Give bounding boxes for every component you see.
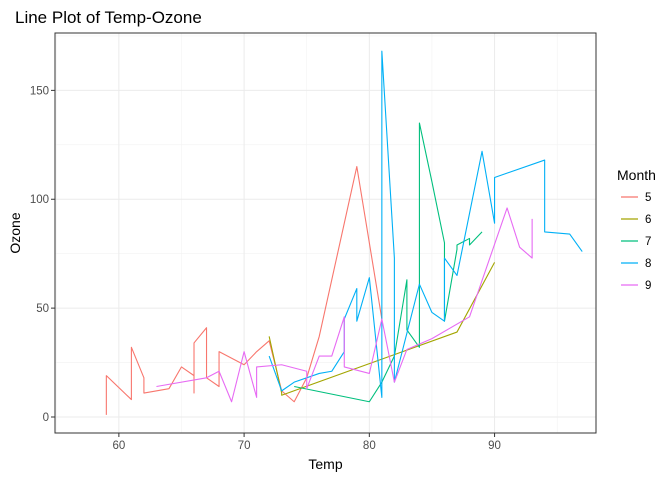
legend-item: 7 <box>621 236 651 248</box>
series-line-month-7 <box>294 122 483 403</box>
legend: Month 5 6 7 8 9 <box>617 167 656 292</box>
y-tick-label: 150 <box>30 85 49 97</box>
x-tick-label: 80 <box>363 440 376 452</box>
series-line-month-5 <box>105 166 383 415</box>
y-axis-title: Ozone <box>7 212 23 253</box>
legend-title: Month <box>617 167 656 183</box>
series-line-month-8 <box>268 50 583 398</box>
y-axis-ticks: 0 50 100 150 <box>30 85 55 424</box>
series-line-month-9 <box>156 207 533 403</box>
minor-gridlines <box>55 33 596 433</box>
series-line-month-6 <box>268 262 496 396</box>
legend-label: 5 <box>645 192 651 204</box>
y-tick-label: 100 <box>30 194 49 206</box>
plot-border <box>54 32 597 434</box>
y-tick-label: 50 <box>36 303 49 315</box>
legend-label: 6 <box>645 214 651 226</box>
legend-item: 5 <box>621 192 651 204</box>
chart-title: Line Plot of Temp-Ozone <box>15 8 202 27</box>
legend-item: 9 <box>621 280 651 292</box>
legend-item: 6 <box>621 214 651 226</box>
x-axis-ticks: 60 70 80 90 <box>112 433 501 452</box>
legend-label: 8 <box>645 258 651 270</box>
legend-label: 7 <box>645 236 651 248</box>
x-tick-label: 70 <box>238 440 251 452</box>
series-lines <box>105 50 583 415</box>
x-tick-label: 90 <box>488 440 501 452</box>
y-tick-label: 0 <box>43 412 49 424</box>
x-axis-title: Temp <box>308 456 342 472</box>
legend-label: 9 <box>645 280 651 292</box>
x-tick-label: 60 <box>112 440 125 452</box>
legend-item: 8 <box>621 258 651 270</box>
plot-panel <box>55 33 596 433</box>
